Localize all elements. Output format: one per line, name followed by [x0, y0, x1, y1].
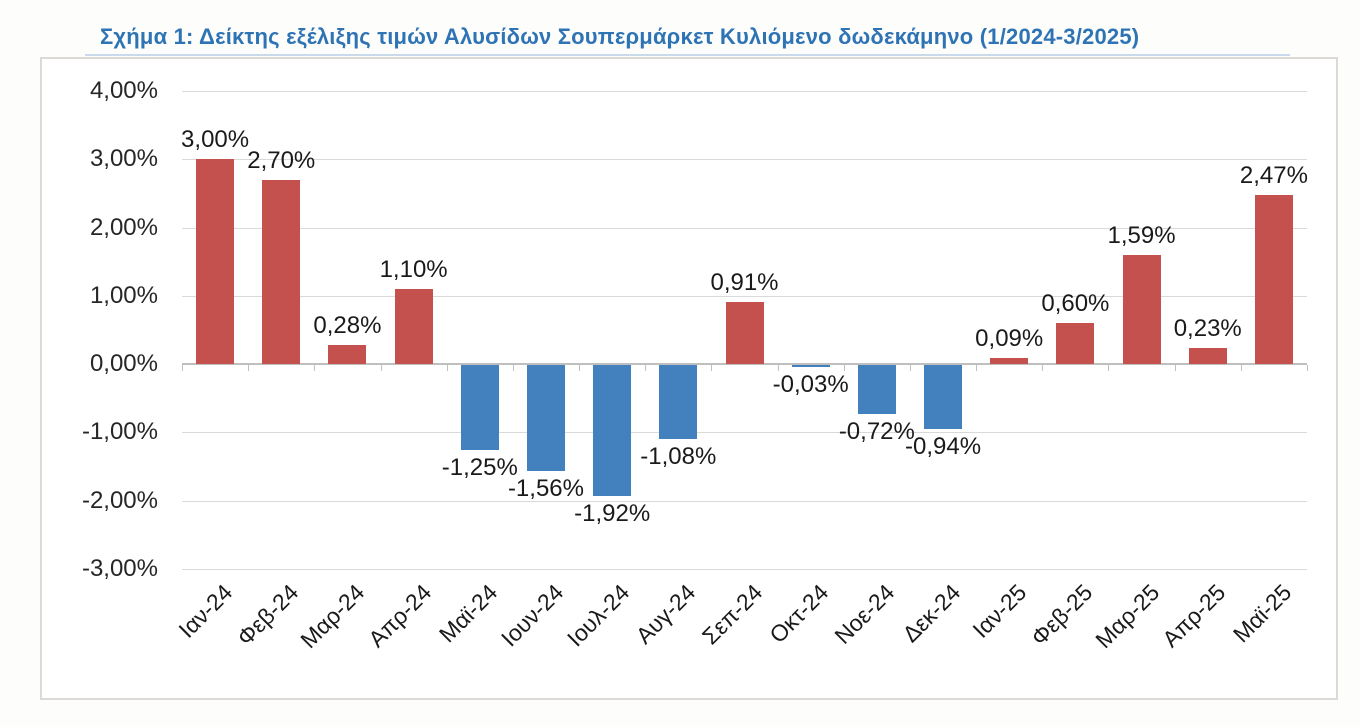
bar-value-label: 1,10%	[379, 255, 448, 283]
bar	[1056, 323, 1095, 364]
axis-tick	[1108, 365, 1110, 371]
y-tick-label: -3,00%	[81, 554, 158, 582]
axis-tick	[777, 365, 779, 371]
bar-value-label: 0,91%	[710, 268, 779, 296]
axis-tick	[182, 365, 183, 371]
bar	[791, 365, 830, 368]
bar-value-label: -0,72%	[838, 418, 915, 446]
axis-tick	[380, 365, 382, 371]
axis-tick	[843, 365, 845, 371]
bar	[857, 365, 896, 415]
gridline	[182, 432, 1307, 434]
bar	[924, 365, 963, 430]
bar-value-label: 0,28%	[313, 311, 382, 339]
axis-tick	[711, 365, 713, 371]
bar	[526, 365, 565, 472]
axis-tick	[1307, 365, 1308, 371]
gridline	[182, 500, 1307, 502]
bar	[328, 344, 367, 364]
bar	[1254, 195, 1293, 364]
axis-tick	[1174, 365, 1176, 371]
bar	[659, 365, 698, 439]
gridline	[182, 295, 1307, 297]
y-tick-label: 2,00%	[89, 213, 158, 241]
gridline	[182, 227, 1307, 229]
axis-tick	[248, 365, 250, 371]
bar	[593, 365, 632, 497]
bar	[460, 365, 499, 451]
bar	[394, 288, 433, 364]
bar	[1188, 348, 1227, 364]
bar-value-label: 2,70%	[247, 146, 316, 174]
axis-tick	[512, 365, 514, 371]
x-axis-line	[182, 363, 1307, 365]
bar-value-label: 0,09%	[975, 324, 1044, 352]
bar-value-label: 0,60%	[1041, 290, 1110, 318]
axis-tick	[1042, 365, 1044, 371]
axis-tick	[645, 365, 647, 371]
chart-plot-area: 4,00% 3,00% 2,00% 1,00% 0,00% -1,00% -2,00% -3,…	[40, 57, 1338, 700]
axis-tick	[579, 365, 581, 371]
axis-tick	[976, 365, 978, 371]
gridline	[182, 159, 1307, 161]
bar	[725, 301, 764, 364]
bar-value-label: 0,23%	[1173, 315, 1242, 343]
bar	[990, 357, 1029, 364]
y-tick-label: 3,00%	[89, 145, 158, 173]
title-underline	[85, 54, 1290, 56]
chart-title: Σχήμα 1: Δείκτης εξέλιξης τιμών Αλυσίδων…	[100, 24, 1140, 49]
bar-chart: 4,00% 3,00% 2,00% 1,00% 0,00% -1,00% -2,00% -3,…	[42, 59, 1336, 698]
bar	[1122, 255, 1161, 364]
bar-value-label: -0,03%	[772, 371, 849, 399]
bar-value-label: 3,00%	[181, 126, 250, 154]
bar-value-label: -1,08%	[640, 442, 717, 470]
axis-tick	[446, 365, 448, 371]
bar-value-label: -0,94%	[904, 433, 982, 461]
y-tick-label: -1,00%	[81, 418, 158, 446]
bar-value-label: -1,92%	[574, 500, 651, 528]
bar-value-label: 2,47%	[1239, 162, 1308, 190]
bar	[262, 179, 301, 364]
bar	[196, 159, 235, 364]
y-tick-label: -2,00%	[81, 486, 158, 514]
bar-value-label: -1,25%	[441, 454, 518, 482]
bar-value-label: 1,59%	[1107, 222, 1176, 250]
y-tick-label: 1,00%	[89, 281, 158, 309]
axis-tick	[1240, 365, 1242, 371]
bar-value-label: -1,56%	[507, 475, 584, 503]
y-tick-label: 4,00%	[89, 77, 158, 104]
axis-tick	[314, 365, 316, 371]
axis-tick	[909, 365, 911, 371]
gridline	[182, 91, 1307, 92]
y-tick-label: 0,00%	[89, 350, 158, 377]
gridline	[182, 568, 1307, 570]
